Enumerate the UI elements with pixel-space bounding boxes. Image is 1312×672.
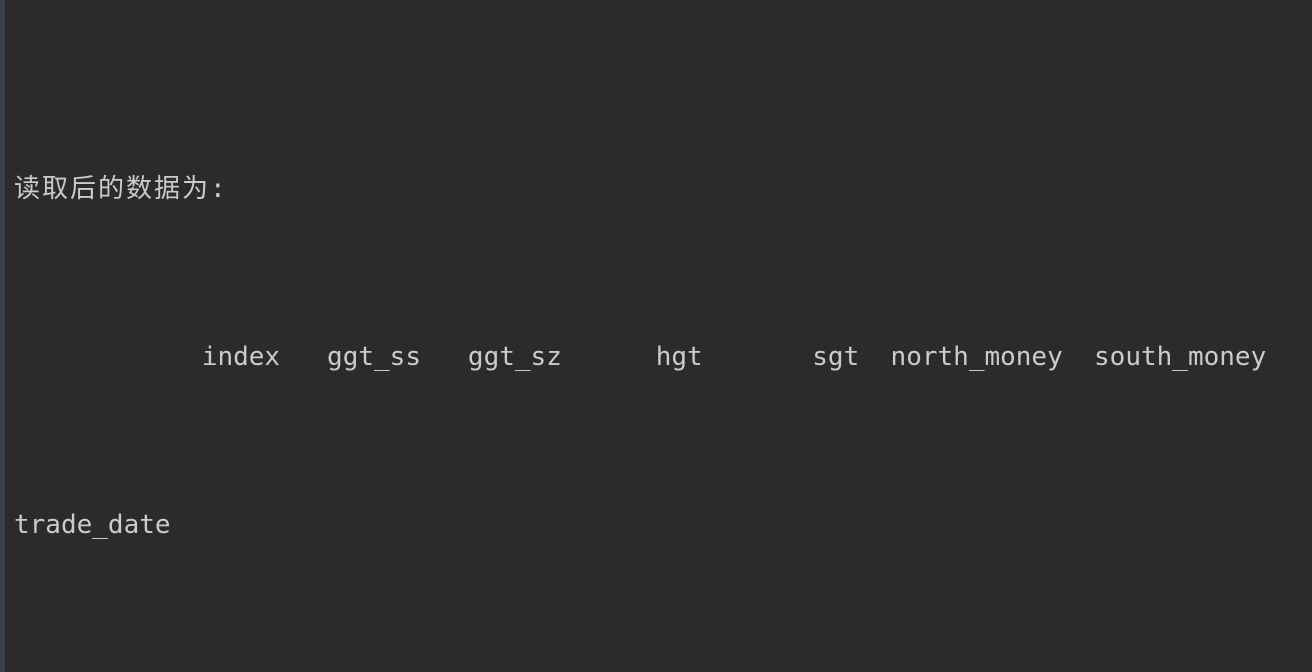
column-header-sgt: sgt [812, 342, 860, 372]
column-header-south-money: south_money [1094, 342, 1267, 372]
column-header-ggt-sz: ggt_sz [467, 342, 562, 372]
column-header-index: index [201, 342, 281, 372]
intro-text: 读取后的数据为: [14, 174, 228, 204]
index-name-row: trade_date [14, 504, 1312, 546]
column-header-hgt: hgt [655, 342, 703, 372]
intro-line: 读取后的数据为: [14, 168, 1312, 210]
column-header-north-money: north_money [890, 342, 1063, 372]
left-edge-gutter [0, 0, 5, 672]
table-header-row: index ggt_ss ggt_sz hgt sgt north_money … [14, 336, 1312, 378]
index-name-label: trade_date [14, 510, 171, 540]
column-header-ggt-ss: ggt_ss [327, 342, 421, 372]
